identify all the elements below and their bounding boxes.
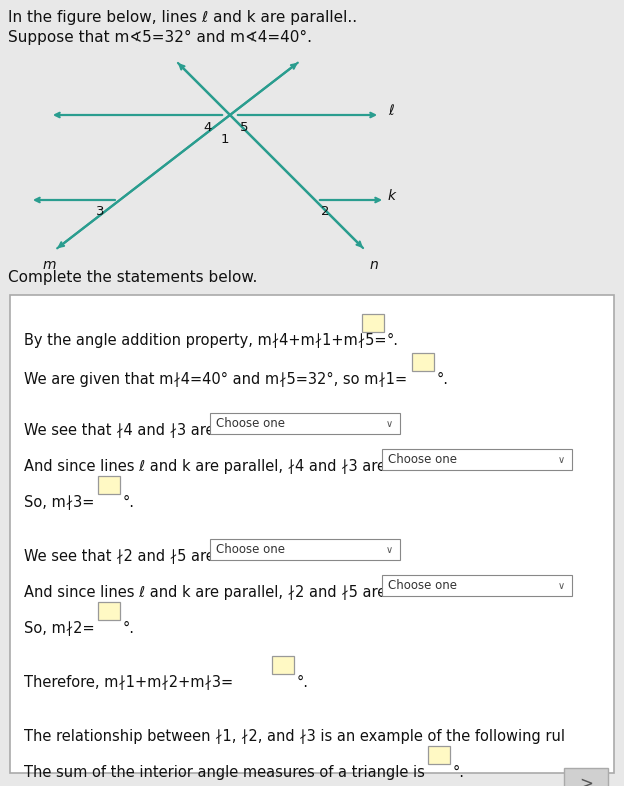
Text: Choose one: Choose one <box>388 579 457 593</box>
Text: The sum of the interior angle measures of a triangle is: The sum of the interior angle measures o… <box>24 765 427 780</box>
Text: °.: °. <box>297 674 309 689</box>
Text: We see that ∤2 and ∤5 are: We see that ∤2 and ∤5 are <box>24 549 218 564</box>
Text: Choose one: Choose one <box>216 543 285 556</box>
Bar <box>362 314 384 332</box>
Text: n: n <box>370 258 379 272</box>
Bar <box>210 413 400 435</box>
Text: ∨: ∨ <box>386 545 393 555</box>
Bar <box>272 656 294 674</box>
Text: In the figure below, lines ℓ and k are parallel..: In the figure below, lines ℓ and k are p… <box>8 10 357 25</box>
Text: ∨: ∨ <box>386 419 393 429</box>
Text: ∨: ∨ <box>558 581 565 591</box>
Text: Choose one: Choose one <box>216 417 285 431</box>
Bar <box>382 575 572 597</box>
Text: So, m∤2=: So, m∤2= <box>24 621 97 636</box>
Text: Complete the statements below.: Complete the statements below. <box>8 270 257 285</box>
Text: °.: °. <box>123 494 135 509</box>
Text: The relationship between ∤1, ∤2, and ∤3 is an example of the following rul: The relationship between ∤1, ∤2, and ∤3 … <box>24 729 565 744</box>
Text: k: k <box>388 189 396 203</box>
Text: °.: °. <box>453 765 465 780</box>
Text: So, m∤3=: So, m∤3= <box>24 494 97 509</box>
Bar <box>98 476 120 494</box>
Text: We are given that m∤4=40° and m∤5=32°, so m∤1=: We are given that m∤4=40° and m∤5=32°, s… <box>24 373 410 387</box>
Text: ℓ: ℓ <box>388 104 394 118</box>
Text: We see that ∤4 and ∤3 are: We see that ∤4 and ∤3 are <box>24 423 217 438</box>
Bar <box>428 746 450 764</box>
Text: m: m <box>43 258 57 272</box>
Bar <box>10 295 614 773</box>
Bar <box>412 353 434 371</box>
Text: By the angle addition property, m∤4+m∤1+m∤5=: By the angle addition property, m∤4+m∤1+… <box>24 332 389 347</box>
Text: Therefore, m∤1+m∤2+m∤3=: Therefore, m∤1+m∤2+m∤3= <box>24 674 236 689</box>
Text: And since lines ℓ and k are parallel, ∤2 and ∤5 are: And since lines ℓ and k are parallel, ∤2… <box>24 585 389 600</box>
Bar <box>98 602 120 619</box>
Text: °.: °. <box>437 373 449 387</box>
Text: And since lines ℓ and k are parallel, ∤4 and ∤3 are: And since lines ℓ and k are parallel, ∤4… <box>24 459 389 474</box>
Text: °.: °. <box>387 332 399 347</box>
Bar <box>382 450 572 470</box>
Text: 4: 4 <box>204 121 212 134</box>
Text: ∨: ∨ <box>558 455 565 465</box>
Bar <box>564 768 608 786</box>
Text: 3: 3 <box>95 205 104 218</box>
Bar <box>210 539 400 560</box>
Text: 2: 2 <box>321 205 329 218</box>
Text: °.: °. <box>123 621 135 636</box>
Text: 5: 5 <box>240 121 248 134</box>
Text: Suppose that m∢5=32° and m∢4=40°.: Suppose that m∢5=32° and m∢4=40°. <box>8 30 312 45</box>
Text: 1: 1 <box>221 133 229 146</box>
Text: >: > <box>579 775 593 786</box>
Text: Choose one: Choose one <box>388 454 457 466</box>
